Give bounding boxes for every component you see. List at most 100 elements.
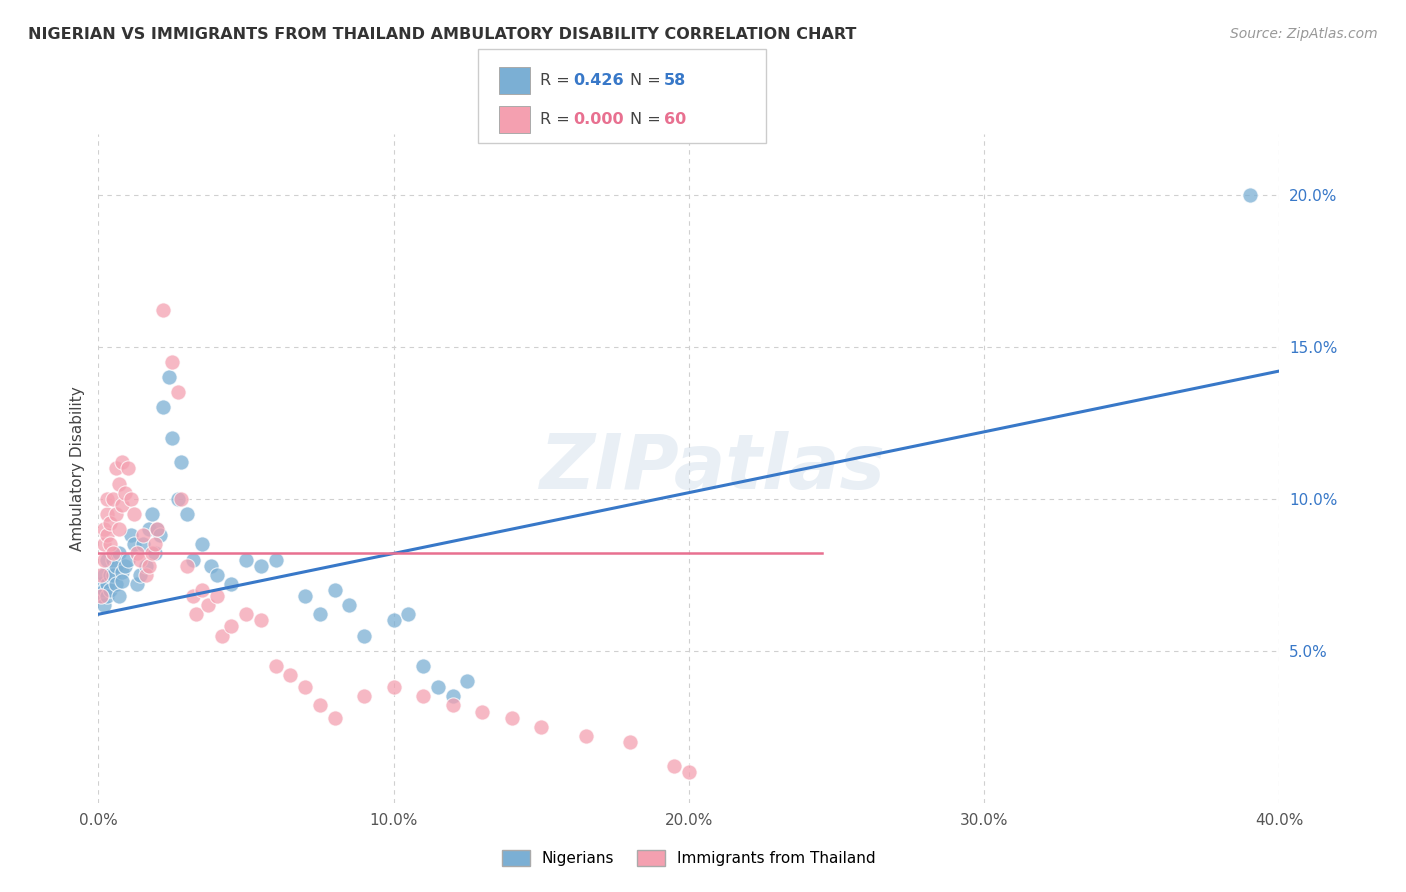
Point	[103, 567, 125, 582]
Point	[146, 522, 169, 536]
Point	[205, 567, 228, 582]
Point	[96, 577, 118, 591]
Point	[111, 574, 134, 588]
Point	[264, 552, 287, 566]
Point	[167, 491, 190, 506]
Point	[125, 546, 148, 560]
Point	[96, 491, 118, 506]
Point	[191, 582, 214, 597]
Point	[114, 558, 136, 573]
Point	[125, 577, 148, 591]
Point	[96, 528, 118, 542]
Point	[117, 552, 139, 566]
Point	[105, 558, 128, 573]
Point	[412, 690, 434, 704]
Legend: Nigerians, Immigrants from Thailand: Nigerians, Immigrants from Thailand	[496, 844, 882, 872]
Point	[278, 668, 302, 682]
Point	[294, 680, 316, 694]
Point	[103, 552, 125, 566]
Point	[353, 628, 375, 642]
Point	[441, 698, 464, 713]
Point	[574, 729, 596, 743]
Point	[122, 507, 145, 521]
Text: Source: ZipAtlas.com: Source: ZipAtlas.com	[1230, 27, 1378, 41]
Point	[309, 607, 332, 622]
Text: 60: 60	[664, 112, 686, 128]
Point	[120, 528, 142, 542]
Point	[471, 705, 494, 719]
Point	[117, 461, 139, 475]
Point	[143, 537, 166, 551]
Point	[191, 537, 214, 551]
Point	[309, 698, 332, 713]
Point	[678, 765, 700, 780]
Point	[96, 589, 118, 603]
Point	[530, 720, 553, 734]
Point	[120, 491, 142, 506]
Point	[138, 558, 160, 573]
Point	[323, 582, 346, 597]
Point	[143, 546, 166, 560]
Text: R =: R =	[540, 73, 575, 88]
Point	[128, 567, 150, 582]
Point	[132, 528, 155, 542]
Point	[90, 589, 112, 603]
Point	[141, 507, 163, 521]
Point	[205, 589, 228, 603]
Point	[456, 674, 478, 689]
Point	[664, 759, 686, 773]
Point	[152, 303, 174, 318]
Text: R =: R =	[540, 112, 575, 128]
Point	[441, 690, 464, 704]
Point	[152, 401, 174, 415]
Text: N =: N =	[630, 73, 666, 88]
Point	[103, 491, 125, 506]
Point	[96, 507, 118, 521]
Point	[162, 355, 183, 369]
Point	[353, 690, 375, 704]
Point	[111, 565, 134, 579]
Text: 0.426: 0.426	[574, 73, 624, 88]
Point	[396, 607, 419, 622]
Text: NIGERIAN VS IMMIGRANTS FROM THAILAND AMBULATORY DISABILITY CORRELATION CHART: NIGERIAN VS IMMIGRANTS FROM THAILAND AMB…	[28, 27, 856, 42]
Point	[382, 680, 405, 694]
Point	[170, 491, 193, 506]
Text: ZIPatlas: ZIPatlas	[540, 432, 886, 505]
Point	[181, 589, 204, 603]
Text: N =: N =	[630, 112, 666, 128]
Y-axis label: Ambulatory Disability: Ambulatory Disability	[69, 386, 84, 550]
Point	[93, 552, 115, 566]
Point	[264, 659, 287, 673]
Point	[167, 385, 190, 400]
Point	[108, 476, 131, 491]
Point	[250, 613, 273, 627]
Point	[219, 577, 242, 591]
Point	[114, 485, 136, 500]
Point	[93, 582, 115, 597]
Point	[108, 522, 131, 536]
Point	[382, 613, 405, 627]
Point	[98, 516, 121, 530]
Point	[176, 558, 198, 573]
Point	[93, 522, 115, 536]
Point	[105, 461, 128, 475]
Point	[141, 546, 163, 560]
Point	[1239, 187, 1261, 202]
Point	[149, 528, 172, 542]
Point	[323, 711, 346, 725]
Point	[96, 552, 118, 566]
Point	[138, 522, 160, 536]
Point	[111, 498, 134, 512]
Point	[108, 589, 131, 603]
Point	[294, 589, 316, 603]
Point	[219, 619, 242, 633]
Point	[197, 598, 219, 612]
Point	[157, 370, 180, 384]
Point	[181, 552, 204, 566]
Point	[128, 552, 150, 566]
Point	[105, 577, 128, 591]
Point	[162, 431, 183, 445]
Point	[98, 567, 121, 582]
Point	[235, 607, 257, 622]
Point	[90, 567, 112, 582]
